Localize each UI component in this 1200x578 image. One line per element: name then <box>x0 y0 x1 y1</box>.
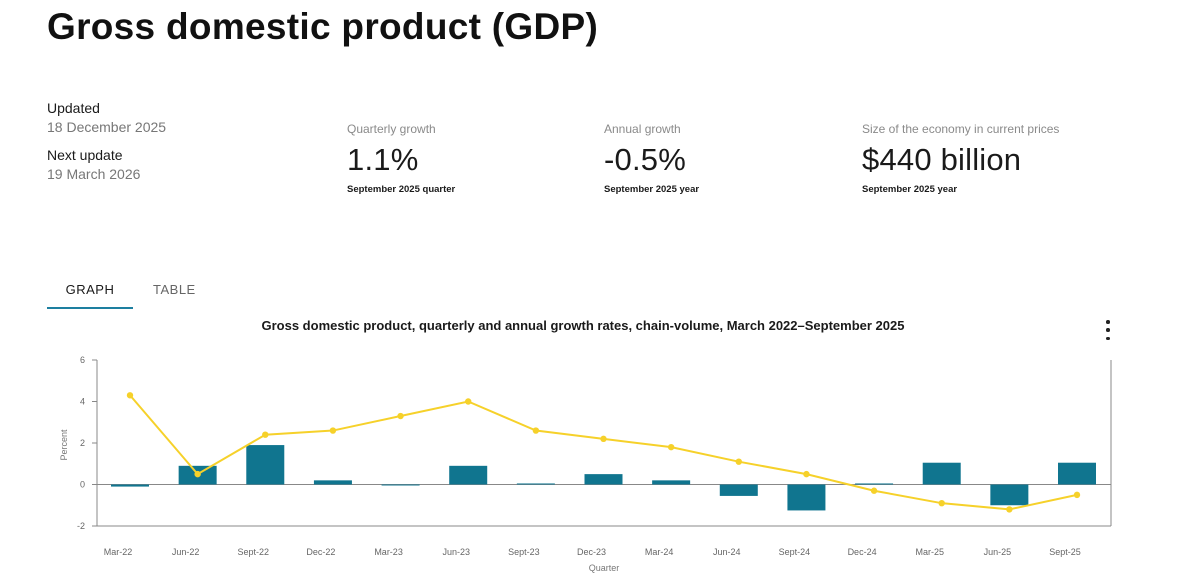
bar-quarterly-growth <box>855 483 894 485</box>
x-tick-label: Sept-24 <box>779 547 811 557</box>
x-tick-label: Jun-24 <box>713 547 741 557</box>
chart-menu-button[interactable] <box>1100 320 1116 340</box>
line-point-annual-growth <box>194 470 201 478</box>
x-tick-label: Mar-23 <box>374 547 403 557</box>
x-tick-label: Sept-22 <box>238 547 270 557</box>
line-point-annual-growth <box>735 458 742 465</box>
next-update-date: 19 March 2026 <box>47 166 141 182</box>
tab-graph[interactable]: GRAPH <box>47 282 133 309</box>
update-info: Updated 18 December 2025 Next update 19 … <box>47 100 307 182</box>
line-point-annual-growth <box>1006 506 1013 513</box>
bar-quarterly-growth <box>990 484 1029 506</box>
page-title: Gross domestic product (GDP) <box>47 6 599 47</box>
stat-label: Size of the economy in current prices <box>862 122 1060 136</box>
y-axis-title: Percent <box>59 429 69 461</box>
line-point-annual-growth <box>803 470 810 478</box>
bar-quarterly-growth <box>584 474 623 485</box>
x-tick-label: Sept-23 <box>508 547 540 557</box>
line-point-annual-growth <box>262 431 269 438</box>
stat-period: September 2025 year <box>862 184 958 195</box>
bar-quarterly-growth <box>313 480 352 485</box>
line-point-annual-growth <box>532 427 540 434</box>
stat-value: 1.1% <box>347 142 419 177</box>
x-tick-label: Mar-22 <box>104 547 133 557</box>
x-tick-label: Dec-24 <box>848 547 877 557</box>
bar-quarterly-growth <box>787 484 826 511</box>
stat-period: September 2025 year <box>604 184 700 195</box>
y-tick-label: 4 <box>80 397 85 407</box>
bar-quarterly-growth <box>449 465 488 485</box>
bar-quarterly-growth <box>652 480 691 485</box>
line-point-annual-growth <box>938 499 945 507</box>
bar-quarterly-growth <box>381 484 420 486</box>
line-point-annual-growth <box>329 427 337 434</box>
tab-table[interactable]: TABLE <box>153 282 196 297</box>
stat-annual-growth: Annual growth -0.5% September 2025 year <box>604 122 699 195</box>
bar-quarterly-growth <box>246 445 285 485</box>
bar-quarterly-growth <box>922 462 961 485</box>
line-point-annual-growth <box>600 435 607 443</box>
menu-dot-icon <box>1106 328 1110 332</box>
y-tick-label: 0 <box>80 480 85 490</box>
updated-label: Updated <box>47 100 100 116</box>
stat-economy-size: Size of the economy in current prices $4… <box>862 122 1059 195</box>
x-tick-label: Dec-23 <box>577 547 606 557</box>
stat-value: $440 billion <box>862 142 1022 177</box>
x-tick-label: Mar-25 <box>915 547 944 557</box>
gdp-growth-chart: -2 0 2 4 6 Mar-22 Jun-22 Sept-22 Dec-22 Mar-23 Jun… <box>59 355 1112 573</box>
line-point-annual-growth <box>397 412 404 420</box>
menu-dot-icon <box>1106 320 1110 324</box>
line-point-annual-growth <box>126 392 134 399</box>
bar-quarterly-growth <box>111 484 149 487</box>
line-point-annual-growth <box>1073 491 1081 499</box>
updated-date: 18 December 2025 <box>47 119 167 135</box>
y-tick-label: -2 <box>77 521 85 531</box>
x-axis-title: Quarter <box>589 563 620 573</box>
stat-label: Quarterly growth <box>347 122 436 136</box>
menu-dot-icon <box>1106 336 1110 340</box>
bar-quarterly-growth <box>516 483 555 485</box>
y-tick-label: 2 <box>80 438 85 448</box>
x-tick-label: Dec-22 <box>306 547 335 557</box>
y-tick-label: 6 <box>80 355 85 365</box>
stat-period: September 2025 quarter <box>347 184 456 195</box>
stat-value: -0.5% <box>604 142 686 177</box>
next-update-label: Next update <box>47 147 123 163</box>
x-tick-label: Jun-22 <box>172 547 200 557</box>
x-tick-label: Mar-24 <box>645 547 674 557</box>
x-tick-label: Jun-25 <box>984 547 1012 557</box>
stat-label: Annual growth <box>604 122 681 136</box>
bar-quarterly-growth <box>1058 462 1096 485</box>
bar-quarterly-growth <box>719 484 758 496</box>
view-tabs: GRAPH TABLE <box>47 282 236 309</box>
line-point-annual-growth <box>667 443 675 451</box>
chart-title: Gross domestic product, quarterly and an… <box>261 318 905 333</box>
x-tick-label: Sept-25 <box>1049 547 1081 557</box>
x-tick-label: Jun-23 <box>442 547 470 557</box>
stat-quarterly-growth: Quarterly growth 1.1% September 2025 qua… <box>347 122 455 195</box>
line-point-annual-growth <box>870 487 878 494</box>
line-point-annual-growth <box>465 398 472 405</box>
